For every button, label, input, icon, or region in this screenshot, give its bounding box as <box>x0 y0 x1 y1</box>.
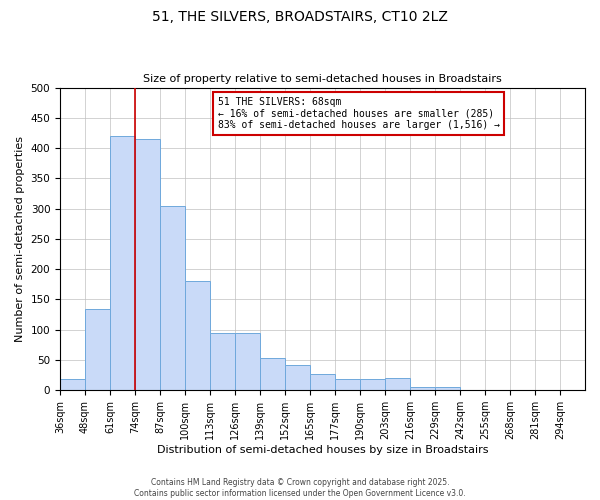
Bar <box>335 380 360 390</box>
Bar <box>360 380 385 390</box>
Bar <box>110 136 135 390</box>
Bar <box>135 139 160 390</box>
Bar <box>385 378 410 390</box>
Y-axis label: Number of semi-detached properties: Number of semi-detached properties <box>15 136 25 342</box>
Bar <box>410 386 435 390</box>
Bar <box>285 365 310 390</box>
Title: Size of property relative to semi-detached houses in Broadstairs: Size of property relative to semi-detach… <box>143 74 502 84</box>
Bar <box>160 206 185 390</box>
Bar <box>85 308 110 390</box>
Bar <box>185 282 210 390</box>
Bar <box>235 332 260 390</box>
Bar <box>260 358 285 390</box>
Bar <box>210 332 235 390</box>
Text: 51 THE SILVERS: 68sqm
← 16% of semi-detached houses are smaller (285)
83% of sem: 51 THE SILVERS: 68sqm ← 16% of semi-deta… <box>218 96 500 130</box>
Bar <box>435 386 460 390</box>
Text: 51, THE SILVERS, BROADSTAIRS, CT10 2LZ: 51, THE SILVERS, BROADSTAIRS, CT10 2LZ <box>152 10 448 24</box>
Bar <box>60 380 85 390</box>
X-axis label: Distribution of semi-detached houses by size in Broadstairs: Distribution of semi-detached houses by … <box>157 445 488 455</box>
Bar <box>310 374 335 390</box>
Text: Contains HM Land Registry data © Crown copyright and database right 2025.
Contai: Contains HM Land Registry data © Crown c… <box>134 478 466 498</box>
